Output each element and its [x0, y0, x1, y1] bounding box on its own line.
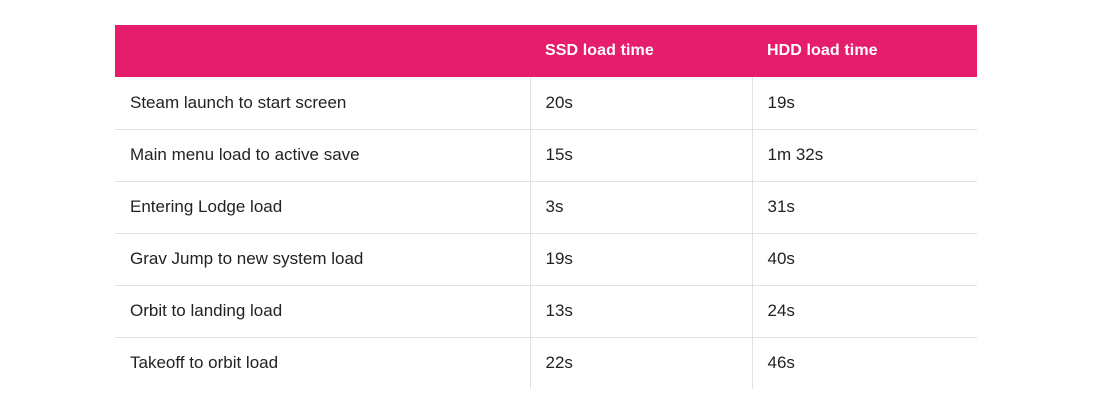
hdd-time-cell: 31s: [751, 181, 977, 233]
header-cell-ssd: SSD load time: [545, 42, 654, 59]
hdd-time-cell: 1m 32s: [751, 129, 977, 181]
task-cell: Steam launch to start screen: [130, 92, 347, 112]
header-cell-task: [115, 25, 530, 77]
load-time-table-container: SSD load time HDD load time Steam launch…: [115, 25, 977, 389]
ssd-time-cell: 22s: [529, 337, 752, 389]
table-row: Takeoff to orbit load 22s 46s: [115, 337, 977, 389]
hdd-time-cell: 46s: [751, 337, 977, 389]
table-header: SSD load time HDD load time: [115, 25, 977, 77]
table-body: Steam launch to start screen 20s 19s Mai…: [115, 77, 977, 389]
table-row: Steam launch to start screen 20s 19s: [115, 77, 977, 129]
ssd-time-cell: 15s: [529, 129, 752, 181]
hdd-time-cell: 19s: [751, 77, 977, 129]
ssd-time-cell: 19s: [529, 233, 752, 285]
task-cell: Entering Lodge load: [130, 197, 283, 216]
load-time-table: SSD load time HDD load time Steam launch…: [115, 25, 977, 389]
task-cell: Grav Jump to new system load: [130, 249, 364, 268]
header-cell-hdd: HDD load time: [767, 42, 878, 59]
ssd-time-cell: 20s: [529, 77, 752, 129]
ssd-time-cell: 3s: [529, 181, 752, 233]
ssd-time-cell: 13s: [529, 285, 752, 337]
table-row: Orbit to landing load 13s 24s: [115, 285, 977, 337]
hdd-time-cell: 40s: [751, 233, 977, 285]
table-row: Entering Lodge load 3s 31s: [115, 181, 977, 233]
task-cell: Main menu load to active save: [130, 145, 360, 164]
header-row: SSD load time HDD load time: [115, 25, 977, 77]
task-cell: Orbit to landing load: [130, 301, 283, 320]
task-cell: Takeoff to orbit load: [130, 353, 279, 373]
table-row: Main menu load to active save 15s 1m 32s: [115, 129, 977, 181]
hdd-time-cell: 24s: [751, 285, 977, 337]
table-row: Grav Jump to new system load 19s 40s: [115, 233, 977, 285]
